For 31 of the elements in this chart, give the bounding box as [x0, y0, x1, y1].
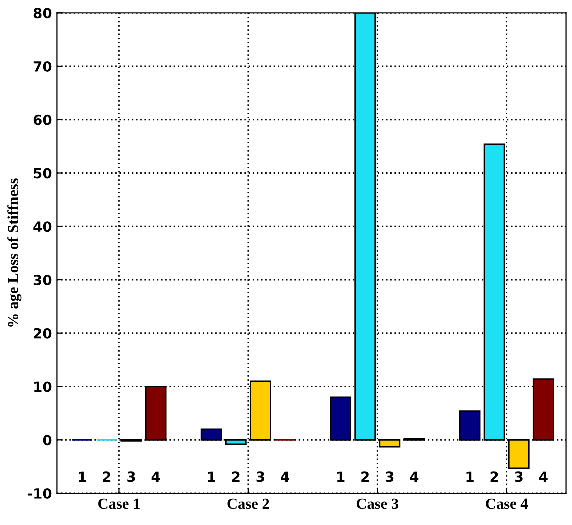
- text: 4: [281, 472, 290, 482]
- y-tick-label: -10: [28, 488, 52, 499]
- text: 3: [386, 472, 394, 482]
- y-tick-label: 20: [34, 328, 52, 339]
- y-tick-label: 80: [34, 8, 52, 19]
- text: 4: [410, 472, 419, 482]
- y-tick-label: 0: [43, 435, 52, 446]
- text: 3: [256, 472, 264, 482]
- y-tick-label: 50: [34, 168, 52, 179]
- x-tick-label: Case 1: [98, 498, 140, 510]
- series-label: 2: [232, 472, 240, 482]
- text: 1: [338, 472, 345, 482]
- y-tick-label: 30: [34, 274, 52, 286]
- y-tick-label: 70: [34, 61, 52, 72]
- text: 1: [79, 472, 86, 482]
- text: 4: [539, 472, 548, 482]
- text: 3: [128, 472, 136, 482]
- x-tick-label: Case 4: [486, 498, 528, 510]
- y-tick-label: 10: [34, 382, 52, 392]
- text: 1: [208, 472, 216, 482]
- text: 1: [466, 472, 474, 482]
- text: 4: [152, 472, 160, 482]
- y-tick-label: 40: [34, 222, 52, 232]
- x-tick-label: Case 3: [356, 498, 399, 510]
- text: 2: [490, 472, 498, 482]
- text: 2: [103, 472, 111, 482]
- text: 2: [362, 472, 369, 482]
- x-tick-label: Case 2: [228, 498, 270, 510]
- series-label: 3: [515, 472, 523, 482]
- y-tick-label: 60: [34, 114, 52, 126]
- y-axis-title: % age Loss of Stiffness: [8, 178, 22, 327]
